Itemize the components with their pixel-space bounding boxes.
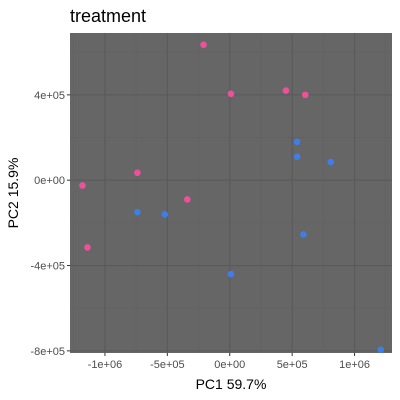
data-point-series-2 xyxy=(293,138,301,146)
y-axis-ticks: -8e+05 -4e+05 0e+00 4e+05 xyxy=(30,90,70,358)
grid-major xyxy=(70,33,392,353)
data-point-series-1 xyxy=(227,90,235,98)
x-tick-label: -5e+05 xyxy=(150,359,185,371)
x-tick-label: 5e+05 xyxy=(277,359,308,371)
data-point-series-1 xyxy=(84,244,91,251)
y-axis-title: PC2 15.9% xyxy=(5,158,21,229)
y-tick-label: -4e+05 xyxy=(30,261,65,273)
data-point-series-1 xyxy=(184,196,191,203)
x-tick-label: -1e+06 xyxy=(88,359,123,371)
data-point-series-1 xyxy=(79,182,86,189)
chart-title: treatment xyxy=(70,6,146,26)
plot-panel xyxy=(70,33,392,353)
data-point-series-2 xyxy=(327,158,335,166)
x-tick-label: 1e+06 xyxy=(339,359,370,371)
x-axis-title: PC1 59.7% xyxy=(196,376,267,392)
data-point-series-2 xyxy=(227,270,235,278)
data-point-series-1 xyxy=(282,87,290,94)
data-point-series-2 xyxy=(300,231,307,238)
data-point-series-2 xyxy=(161,211,169,218)
data-point-series-2 xyxy=(377,346,385,354)
data-point-series-2 xyxy=(134,208,141,216)
y-tick-label: -8e+05 xyxy=(30,346,65,358)
x-axis-ticks: -1e+06 -5e+05 0e+00 5e+05 1e+06 xyxy=(88,353,370,371)
data-points xyxy=(79,41,385,354)
data-point-series-1 xyxy=(134,169,141,177)
y-tick-label: 4e+05 xyxy=(34,90,65,102)
grid-minor xyxy=(70,33,392,353)
data-point-series-1 xyxy=(301,91,309,99)
data-point-series-1 xyxy=(200,41,207,49)
y-tick-label: 0e+00 xyxy=(34,175,65,187)
data-point-series-2 xyxy=(293,153,301,161)
x-tick-label: 0e+00 xyxy=(214,359,245,371)
